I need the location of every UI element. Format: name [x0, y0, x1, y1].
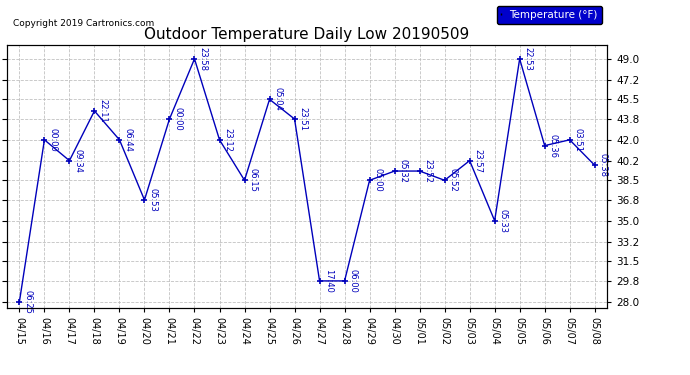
Text: 05:52: 05:52	[448, 168, 457, 192]
Text: 23:51: 23:51	[299, 107, 308, 131]
Text: 00:00: 00:00	[48, 128, 57, 152]
Text: 23:52: 23:52	[424, 159, 433, 183]
Text: 17:40: 17:40	[324, 269, 333, 293]
Text: 06:44: 06:44	[124, 128, 132, 152]
Text: 00:00: 00:00	[174, 107, 183, 131]
Text: 05:36: 05:36	[549, 134, 558, 158]
Text: 06:25: 06:25	[23, 290, 32, 314]
Text: 23:57: 23:57	[474, 148, 483, 172]
Text: 05:04: 05:04	[274, 87, 283, 111]
Text: 05:53: 05:53	[148, 188, 157, 212]
Title: Outdoor Temperature Daily Low 20190509: Outdoor Temperature Daily Low 20190509	[144, 27, 470, 42]
Text: 05:32: 05:32	[399, 159, 408, 183]
Text: 06:00: 06:00	[348, 269, 357, 293]
Text: 05:33: 05:33	[499, 209, 508, 233]
Legend: Temperature (°F): Temperature (°F)	[497, 6, 602, 24]
Text: 06:15: 06:15	[248, 168, 257, 192]
Text: 05:00: 05:00	[374, 168, 383, 192]
Text: 23:58: 23:58	[199, 47, 208, 71]
Text: 22:53: 22:53	[524, 47, 533, 71]
Text: 03:51: 03:51	[574, 128, 583, 152]
Text: Copyright 2019 Cartronics.com: Copyright 2019 Cartronics.com	[13, 19, 154, 28]
Text: 05:38: 05:38	[599, 153, 608, 177]
Text: 23:12: 23:12	[224, 128, 233, 152]
Text: 22:11: 22:11	[99, 99, 108, 123]
Text: 09:34: 09:34	[74, 149, 83, 172]
